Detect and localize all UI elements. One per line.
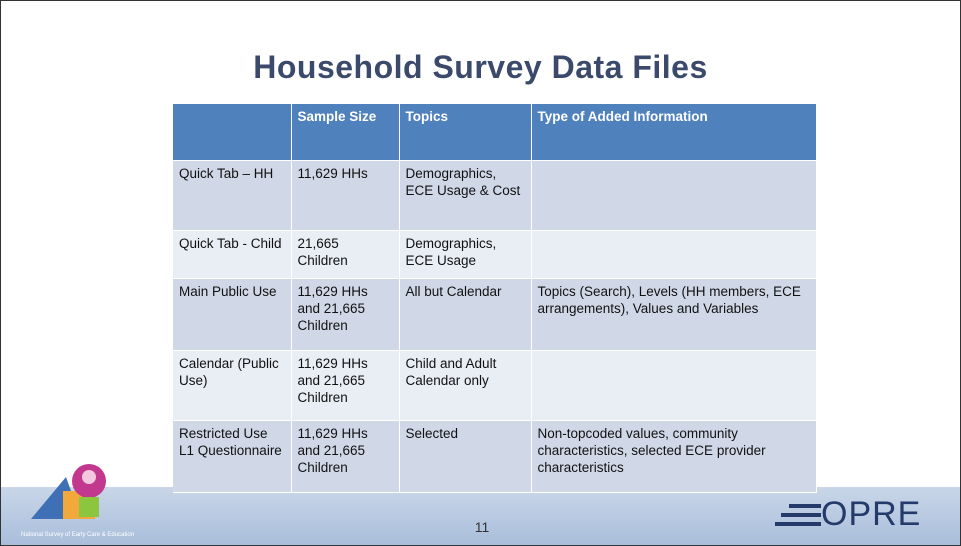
data-table: Sample Size Topics Type of Added Informati…	[173, 104, 817, 493]
table-cell: Quick Tab - Child	[173, 230, 292, 279]
table-cell: Child and Adult Calendar only	[399, 350, 532, 421]
table-cell: Demographics, ECE Usage & Cost	[399, 160, 532, 231]
table-row: Quick Tab – HH 11,629 HHs Demographics, EC…	[173, 160, 817, 231]
table-cell	[531, 350, 817, 421]
header-row: Sample Size Topics Type of Added Informati…	[173, 104, 817, 161]
table-cell: Quick Tab – HH	[173, 160, 292, 231]
opre-lines	[775, 504, 821, 526]
footer-caption: National Survey of Early Care & Educatio…	[21, 532, 135, 538]
page-number: 11	[474, 519, 490, 535]
table-cell: Topics (Search), Levels (HH members, ECE…	[531, 278, 817, 351]
table-cell: 11,629 HHs	[291, 160, 400, 231]
table-cell: 11,629 HHs and 21,665 Children	[291, 278, 400, 351]
table-row: Calendar (Public Use) 11,629 HHs and 21,6…	[173, 350, 817, 421]
table-cell: Main Public Use	[173, 278, 292, 351]
table-cell: 21,665 Children	[291, 230, 400, 279]
slide-title: Household Survey Data Files	[253, 49, 708, 85]
header-cell: Topics	[399, 104, 532, 161]
table-cell: All but Calendar	[399, 278, 532, 351]
table-cell: Non-topcoded values, community character…	[531, 420, 817, 493]
table-cell	[531, 230, 817, 279]
table-cell	[531, 160, 817, 231]
opre-logo: OPRE	[821, 495, 922, 533]
header-cell: Sample Size	[291, 104, 400, 161]
table-row: Main Public Use 11,629 HHs and 21,665 Chi…	[173, 278, 817, 351]
table-row: Quick Tab - Child 21,665 Children Demograp…	[173, 230, 817, 279]
table-cell: 11,629 HHs and 21,665 Children	[291, 350, 400, 421]
table-cell: Selected	[399, 420, 532, 493]
table-row: Restricted Use L1 Questionnaire 11,629 HH…	[173, 420, 817, 493]
header-cell	[173, 104, 292, 161]
table-cell: Calendar (Public Use)	[173, 350, 292, 421]
survey-logo	[31, 464, 106, 519]
table-cell: Restricted Use L1 Questionnaire	[173, 420, 292, 493]
table-cell: 11,629 HHs and 21,665 Children	[291, 420, 400, 493]
table-cell: Demographics, ECE Usage	[399, 230, 532, 279]
header-cell: Type of Added Information	[531, 104, 817, 161]
